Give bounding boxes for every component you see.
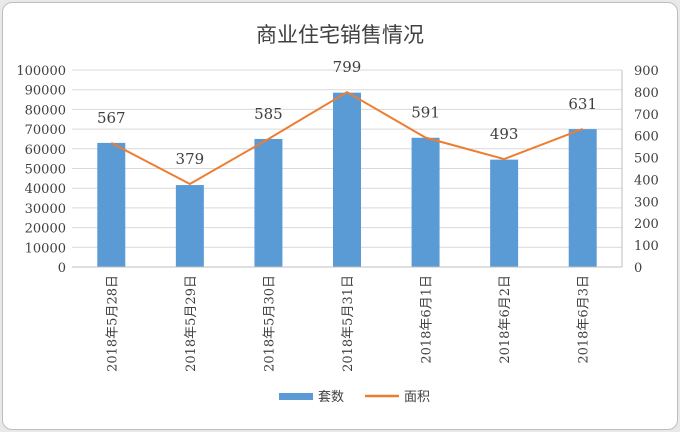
data-label: 379 xyxy=(176,150,205,168)
left-axis-tick-label: 40000 xyxy=(25,182,66,197)
bar xyxy=(490,159,519,267)
bar xyxy=(411,137,440,267)
data-label: 591 xyxy=(411,104,440,122)
data-label: 799 xyxy=(333,58,362,76)
legend[interactable]: 套数 面积 xyxy=(279,389,430,405)
category-label: 2018年5月31日 xyxy=(341,275,356,372)
left-axis-tick-label: 10000 xyxy=(25,241,66,256)
data-label: 631 xyxy=(568,95,597,113)
data-label: 585 xyxy=(254,105,283,123)
chart-title: 商业住宅销售情况 xyxy=(256,23,424,47)
bar xyxy=(254,138,283,267)
left-axis-tick-label: 90000 xyxy=(25,84,66,99)
right-axis-tick-label: 300 xyxy=(634,195,659,210)
left-axis-tick-label: 0 xyxy=(58,261,66,276)
right-axis-tick-label: 100 xyxy=(634,239,659,254)
category-label: 2018年6月3日 xyxy=(577,275,592,364)
left-axis-tick-label: 70000 xyxy=(25,123,66,138)
category-label: 2018年5月30日 xyxy=(262,275,277,372)
right-axis-tick-label: 400 xyxy=(634,173,659,188)
category-label: 2018年5月29日 xyxy=(184,275,199,372)
left-axis-tick-label: 80000 xyxy=(25,103,66,118)
right-axis-tick-label: 700 xyxy=(634,108,659,123)
bar xyxy=(97,142,126,267)
category-label: 2018年6月2日 xyxy=(498,275,513,364)
legend-line-label: 面积 xyxy=(404,390,430,405)
right-axis-tick-label: 200 xyxy=(634,217,659,232)
legend-bar-swatch xyxy=(279,393,313,400)
right-axis-tick-label: 800 xyxy=(634,86,659,101)
left-axis-tick-label: 50000 xyxy=(25,163,66,178)
left-axis-tick-label: 30000 xyxy=(25,202,66,217)
left-axis-tick-label: 20000 xyxy=(25,222,66,237)
bar xyxy=(568,129,597,267)
data-label: 567 xyxy=(97,109,126,127)
right-axis-tick-label: 900 xyxy=(634,64,659,79)
right-axis-tick-label: 0 xyxy=(634,261,642,276)
bar xyxy=(333,92,361,267)
right-axis-tick-label: 500 xyxy=(634,152,659,167)
bar xyxy=(175,185,204,267)
left-axis-tick-label: 100000 xyxy=(16,64,66,79)
line-series xyxy=(110,90,584,186)
data-label: 493 xyxy=(490,125,519,143)
legend-bar-label: 套数 xyxy=(318,389,344,405)
category-label: 2018年5月28日 xyxy=(105,275,120,372)
category-label: 2018年6月1日 xyxy=(420,275,435,364)
right-axis-tick-label: 600 xyxy=(634,130,659,145)
left-axis-tick-label: 60000 xyxy=(25,143,66,158)
